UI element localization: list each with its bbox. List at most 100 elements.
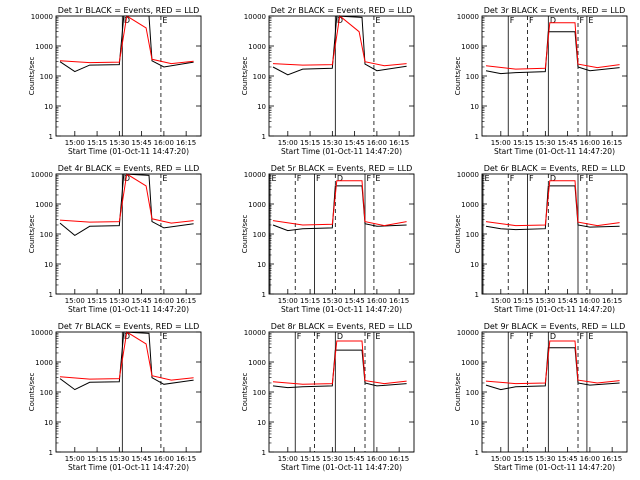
chart-title: Det 1r BLACK = Events, RED = LLD	[58, 6, 200, 15]
marker-label: F	[510, 332, 515, 341]
x-tick-label: 15:30	[109, 139, 129, 147]
y-tick-label: 10000	[457, 171, 479, 179]
y-tick-label: 100	[466, 231, 479, 239]
x-tick-label: 15:15	[300, 297, 320, 305]
marker-label: F	[529, 332, 534, 341]
lld-series-line	[59, 173, 194, 224]
marker-label: F	[367, 174, 372, 183]
x-tick-label: 15:15	[300, 455, 320, 463]
marker-label: F	[529, 174, 534, 183]
y-tick-label: 1000	[461, 201, 479, 209]
x-tick-label: 15:45	[345, 139, 365, 147]
x-tick-label: 15:15	[513, 139, 533, 147]
y-tick-label: 1	[49, 133, 53, 141]
x-tick-label: 15:00	[65, 139, 85, 147]
lld-series-line	[485, 22, 620, 70]
y-axis-label: Counts/sec	[241, 57, 249, 96]
events-series-line	[485, 347, 620, 391]
y-axis-label: Counts/sec	[28, 373, 36, 412]
x-tick-label: 15:00	[65, 297, 85, 305]
y-tick-label: 10000	[457, 329, 479, 337]
marker-label: F	[580, 16, 585, 25]
marker-label: D	[124, 16, 130, 25]
x-tick-label: 16:00	[367, 297, 387, 305]
marker-label: E	[375, 16, 380, 25]
y-axis-label: Counts/sec	[454, 373, 462, 412]
marker-label: D	[337, 16, 343, 25]
marker-label: F	[580, 174, 585, 183]
x-tick-label: 16:15	[389, 139, 409, 147]
x-tick-label: 15:15	[87, 455, 107, 463]
marker-label: E	[588, 16, 593, 25]
x-tick-label: 16:15	[389, 297, 409, 305]
marker-label: D	[550, 16, 556, 25]
plot-frame	[481, 173, 628, 295]
x-tick-label: 15:30	[535, 297, 555, 305]
y-axis-label: Counts/sec	[241, 373, 249, 412]
lld-series-line	[272, 180, 407, 227]
marker-label: F	[510, 174, 515, 183]
events-series-line	[272, 349, 407, 389]
chart-title: Det 2r BLACK = Events, RED = LLD	[271, 6, 413, 15]
x-axis-label: Start Time (01-Oct-11 14:47:20)	[494, 305, 615, 314]
chart-title: Det 4r BLACK = Events, RED = LLD	[58, 164, 200, 173]
x-tick-label: 15:45	[345, 455, 365, 463]
x-tick-label: 15:45	[558, 297, 578, 305]
chart-title: Det 9r BLACK = Events, RED = LLD	[484, 322, 626, 331]
y-tick-label: 1	[475, 449, 479, 457]
x-tick-label: 16:00	[580, 139, 600, 147]
marker-label: D	[124, 332, 130, 341]
x-tick-label: 15:45	[132, 297, 152, 305]
y-tick-label: 10	[44, 261, 53, 269]
plot-frame	[481, 15, 628, 137]
lld-series-line	[272, 15, 407, 67]
plot-frame	[481, 331, 628, 453]
y-tick-label: 10	[44, 103, 53, 111]
marker-label: E	[271, 174, 276, 183]
y-tick-label: 10	[257, 419, 266, 427]
x-tick-label: 15:00	[278, 297, 298, 305]
y-tick-label: 1	[262, 133, 266, 141]
x-axis-label: Start Time (01-Oct-11 14:47:20)	[494, 463, 615, 472]
y-tick-label: 10000	[31, 171, 53, 179]
x-tick-label: 15:45	[132, 139, 152, 147]
x-axis-label: Start Time (01-Oct-11 14:47:20)	[281, 147, 402, 156]
marker-label: D	[550, 174, 556, 183]
y-tick-label: 10	[470, 419, 479, 427]
x-axis-label: Start Time (01-Oct-11 14:47:20)	[281, 305, 402, 314]
marker-label: D	[337, 332, 343, 341]
y-tick-label: 1	[49, 449, 53, 457]
x-tick-label: 15:45	[558, 455, 578, 463]
lld-series-line	[272, 340, 407, 385]
y-tick-label: 10000	[244, 329, 266, 337]
x-axis-label: Start Time (01-Oct-11 14:47:20)	[281, 463, 402, 472]
y-tick-label: 1	[475, 133, 479, 141]
plot-frame	[55, 15, 202, 137]
x-tick-label: 16:15	[602, 455, 622, 463]
y-tick-label: 1000	[248, 359, 266, 367]
y-tick-label: 1000	[35, 43, 53, 51]
chart-title: Det 8r BLACK = Events, RED = LLD	[271, 322, 413, 331]
lld-series-line	[59, 331, 194, 381]
marker-label: F	[297, 174, 302, 183]
marker-label: D	[550, 332, 556, 341]
lld-series-line	[485, 180, 620, 227]
x-tick-label: 16:00	[367, 455, 387, 463]
y-axis-label: Counts/sec	[241, 215, 249, 254]
x-tick-label: 15:00	[278, 139, 298, 147]
marker-label: E	[588, 332, 593, 341]
x-axis-label: Start Time (01-Oct-11 14:47:20)	[68, 305, 189, 314]
y-tick-label: 100	[253, 231, 266, 239]
chart-title: Det 3r BLACK = Events, RED = LLD	[484, 6, 626, 15]
y-tick-label: 1000	[248, 201, 266, 209]
x-axis-label: Start Time (01-Oct-11 14:47:20)	[68, 147, 189, 156]
marker-label: D	[337, 174, 343, 183]
marker-label: D	[124, 174, 130, 183]
chart-title: Det 5r BLACK = Events, RED = LLD	[271, 164, 413, 173]
marker-label: F	[510, 16, 515, 25]
